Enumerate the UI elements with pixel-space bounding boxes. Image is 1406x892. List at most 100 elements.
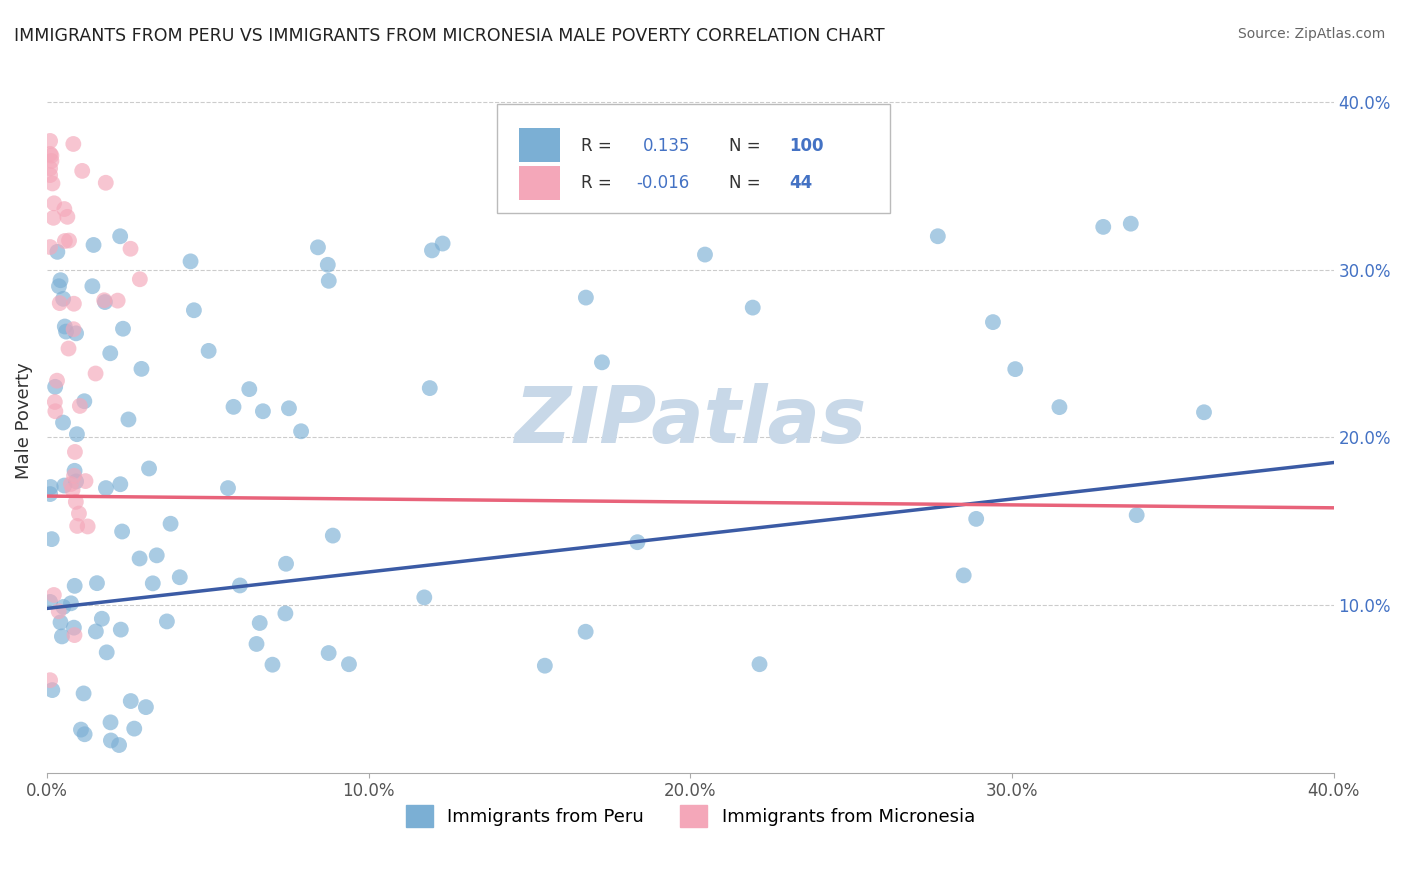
Point [52,599,75,614]
Point [63,628,86,642]
Point [56,210,79,224]
Text: Source: ZipAtlas.com: Source: ZipAtlas.com [1237,27,1385,41]
Point [63,445,86,459]
Point [111,524,134,539]
Point [776,193,799,207]
Point [42,588,65,602]
Y-axis label: Male Poverty: Male Poverty [15,362,32,479]
Point [94,295,117,310]
Point [44,395,66,409]
Point [84,624,107,639]
Point [432,236,454,251]
Point [93,293,115,308]
Point [262,657,284,672]
Point [100,733,122,747]
Point [39,487,62,501]
Point [41,153,63,168]
Point [142,576,165,591]
Point [252,404,274,418]
Point [100,715,122,730]
Point [120,694,142,708]
Point [73,727,96,741]
Point [169,570,191,584]
Point [70,723,93,737]
Point [44,404,66,418]
Point [58,234,80,248]
Point [86,576,108,591]
Point [84,367,107,381]
Point [337,657,360,672]
Text: -0.016: -0.016 [637,174,689,193]
Point [65,326,87,341]
Point [575,624,598,639]
Point [59,477,82,491]
Point [591,355,613,369]
Point [278,401,301,416]
Point [981,315,1004,329]
Point [138,461,160,475]
Text: N =: N = [728,137,761,155]
Point [180,254,202,268]
Point [62,136,84,151]
Point [965,512,987,526]
Point [39,480,62,494]
Point [217,481,239,495]
Point [48,296,70,310]
Point [59,596,82,610]
Text: 44: 44 [789,174,813,193]
Point [420,244,443,258]
Point [63,464,86,478]
Point [117,412,139,426]
Point [197,343,219,358]
Point [249,615,271,630]
Point [58,342,80,356]
Point [322,528,344,542]
Point [39,673,62,688]
Point [52,292,75,306]
Text: N =: N = [728,174,761,193]
Point [318,646,340,660]
Point [41,177,63,191]
Point [41,683,63,698]
FancyBboxPatch shape [519,128,561,162]
Point [76,519,98,533]
Point [128,551,150,566]
Point [53,202,76,216]
Point [748,657,770,672]
Point [111,322,134,336]
Point [1049,400,1071,414]
Point [229,578,252,592]
Point [51,629,73,643]
Point [1125,508,1147,523]
Point [49,615,72,630]
Point [62,483,84,497]
Point [1004,362,1026,376]
Point [41,148,63,162]
Point [63,621,86,635]
Point [62,322,84,336]
Text: R =: R = [581,174,612,193]
Point [82,279,104,293]
Point [46,374,69,388]
Point [238,382,260,396]
Point [952,568,974,582]
Point [75,474,97,488]
Point [63,579,86,593]
Point [135,700,157,714]
Point [316,258,339,272]
Text: R =: R = [581,137,612,155]
Point [183,303,205,318]
Point [94,176,117,190]
Point [145,549,167,563]
Text: ZIPatlas: ZIPatlas [515,383,866,458]
Point [66,427,89,442]
Point [274,557,297,571]
Point [65,475,87,489]
Point [65,495,87,509]
Point [156,615,179,629]
Point [927,229,949,244]
Point [90,612,112,626]
Point [53,234,76,248]
Point [1092,219,1115,234]
Point [120,242,142,256]
